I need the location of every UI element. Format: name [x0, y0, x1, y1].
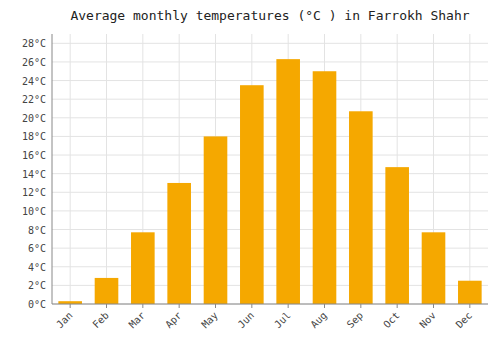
bar — [313, 71, 337, 304]
x-tick-mark — [324, 304, 325, 308]
y-grid-line — [52, 43, 488, 44]
y-grid-line — [52, 136, 488, 137]
x-grid-line — [106, 34, 107, 304]
x-tick-mark — [106, 304, 107, 308]
y-tick-label: 8°C — [28, 225, 46, 236]
y-grid-line — [52, 155, 488, 156]
y-grid-line — [52, 117, 488, 118]
x-tick-label: Jun — [236, 310, 257, 331]
y-tick-label: 18°C — [22, 131, 46, 142]
bar — [131, 232, 155, 304]
x-tick-mark — [397, 304, 398, 308]
x-tick-label: Dec — [454, 310, 475, 331]
y-tick-label: 4°C — [28, 262, 46, 273]
bar — [349, 111, 373, 304]
x-tick-mark — [288, 304, 289, 308]
x-tick-mark — [360, 304, 361, 308]
x-tick-label: Apr — [163, 310, 184, 331]
y-tick-label: 10°C — [22, 206, 46, 217]
x-tick-label: Oct — [381, 310, 402, 331]
y-grid-line — [52, 192, 488, 193]
axes: 0°C 2°C 4°C 6°C 8°C 10°C 12°C 14°C 16°C 18°C 20°C 2… — [22, 38, 474, 330]
x-tick-mark — [251, 304, 252, 308]
x-tick-label: Feb — [90, 310, 111, 331]
x-tick-label: Mar — [127, 310, 148, 331]
y-tick-label: 22°C — [22, 94, 46, 105]
y-tick-label: 6°C — [28, 243, 46, 254]
x-tick-label: Sep — [345, 310, 366, 331]
y-tick-label: 2°C — [28, 280, 46, 291]
y-grid-line — [52, 304, 488, 305]
x-grid-line — [469, 34, 470, 304]
y-grid-line — [52, 80, 488, 81]
y-tick-label: 26°C — [22, 57, 46, 68]
y-grid-line — [52, 173, 488, 174]
chart-title: Average monthly temperatures (°C ) in Fa… — [70, 8, 469, 23]
y-tick-label: 0°C — [28, 299, 46, 310]
bars — [58, 59, 481, 304]
x-tick-mark — [179, 304, 180, 308]
chart-container: Average monthly temperatures (°C ) in Fa… — [0, 0, 500, 350]
x-grid-line — [70, 34, 71, 304]
x-tick-mark — [469, 304, 470, 308]
x-tick-label: Jul — [272, 310, 293, 331]
bar — [95, 278, 119, 304]
grid — [52, 34, 488, 304]
y-grid-line — [52, 61, 488, 62]
x-tick-mark — [70, 304, 71, 308]
bar — [204, 136, 228, 304]
bar — [422, 232, 446, 304]
x-tick-label: May — [199, 310, 220, 331]
y-tick-label: 16°C — [22, 150, 46, 161]
x-tick-label: Jan — [54, 310, 75, 331]
x-axis-line — [52, 304, 488, 305]
y-tick-label: 28°C — [22, 38, 46, 49]
bar — [458, 281, 482, 304]
x-tick-mark — [215, 304, 216, 308]
y-tick-label: 12°C — [22, 187, 46, 198]
y-tick-label: 14°C — [22, 169, 46, 180]
y-grid-line — [52, 210, 488, 211]
bar — [167, 183, 191, 304]
bar — [385, 167, 409, 304]
x-tick-mark — [142, 304, 143, 308]
bar — [276, 59, 300, 304]
bar — [240, 85, 264, 304]
x-tick-label: Nov — [417, 310, 438, 331]
chart-svg: Average monthly temperatures (°C ) in Fa… — [0, 0, 500, 350]
y-tick-label: 24°C — [22, 76, 46, 87]
y-grid-line — [52, 229, 488, 230]
x-tick-mark — [433, 304, 434, 308]
y-grid-line — [52, 99, 488, 100]
y-tick-label: 20°C — [22, 113, 46, 124]
y-axis-line — [52, 34, 53, 304]
x-tick-label: Aug — [308, 310, 329, 331]
